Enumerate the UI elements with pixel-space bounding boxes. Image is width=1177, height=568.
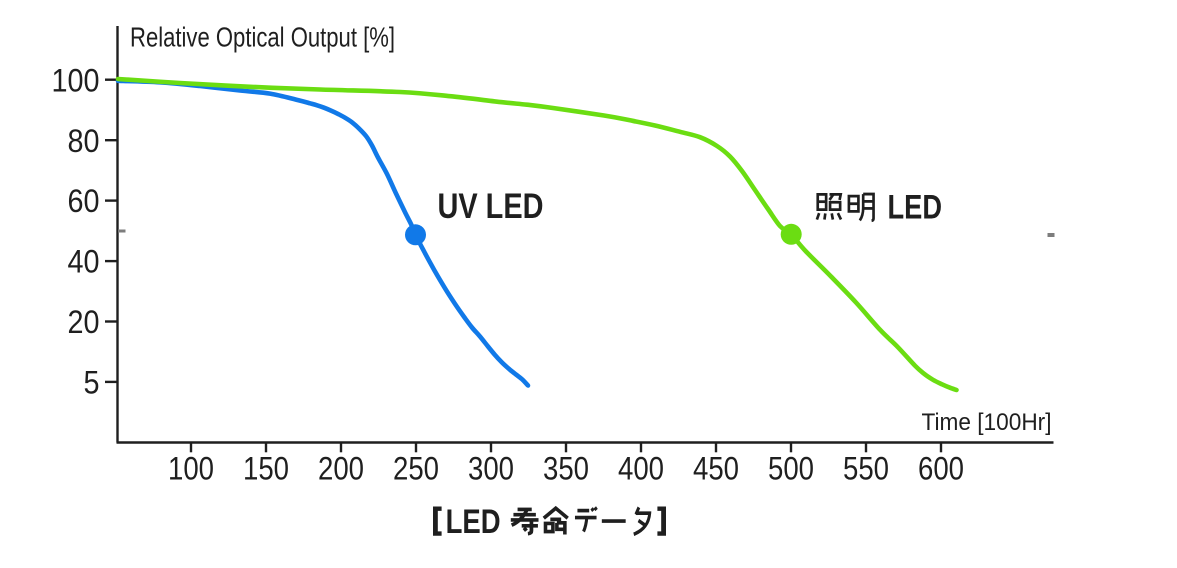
svg-text:100: 100 [168, 450, 214, 486]
svg-text:60: 60 [68, 183, 100, 219]
svg-text:250: 250 [393, 450, 439, 486]
svg-text:20: 20 [68, 304, 100, 340]
svg-text:80: 80 [68, 123, 100, 159]
svg-text:500: 500 [768, 450, 814, 486]
svg-text:400: 400 [618, 450, 664, 486]
svg-text:Time [100Hr]: Time [100Hr] [922, 409, 1052, 436]
svg-text:350: 350 [543, 450, 589, 486]
svg-text:UV LED: UV LED [438, 187, 544, 226]
svg-text:40: 40 [68, 244, 100, 280]
svg-text:Relative Optical Output [%]: Relative Optical Output [%] [130, 22, 395, 53]
svg-text:200: 200 [318, 450, 364, 486]
svg-text:550: 550 [843, 450, 889, 486]
svg-text:300: 300 [468, 450, 514, 486]
svg-text:100: 100 [52, 62, 100, 98]
svg-text:450: 450 [693, 450, 739, 486]
svg-text:5: 5 [84, 365, 100, 401]
svg-text:LED: LED [888, 189, 943, 227]
svg-text:LED: LED [446, 503, 501, 541]
svg-text:600: 600 [918, 450, 964, 486]
svg-text:150: 150 [243, 450, 289, 486]
